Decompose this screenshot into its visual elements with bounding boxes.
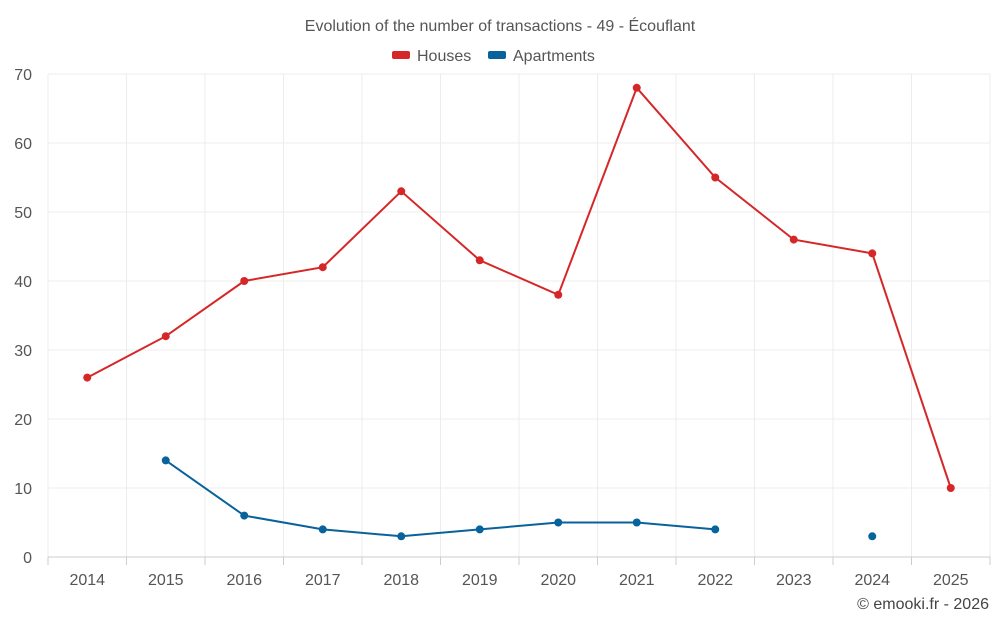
- data-point-houses-2024[interactable]: [868, 249, 877, 258]
- x-tick-label: 2016: [226, 572, 262, 589]
- series-layer: [83, 83, 955, 541]
- gridlines: [47, 73, 991, 557]
- chart-title: Evolution of the number of transactions …: [305, 16, 696, 35]
- series-line-houses: [86, 85, 952, 489]
- series-line-apartments: [165, 459, 716, 538]
- legend-swatch-houses: [392, 51, 410, 59]
- series-houses: [83, 83, 955, 492]
- y-tick-label: 20: [14, 412, 32, 429]
- y-tick-label: 60: [14, 136, 32, 153]
- legend-item-apartments[interactable]: Apartments: [488, 48, 595, 65]
- y-axis: 0 10 20 30 40 50 60 70: [14, 67, 32, 567]
- x-tick-label: 2020: [540, 572, 576, 589]
- legend-label-houses: Houses: [417, 48, 471, 65]
- data-point-houses-2015[interactable]: [161, 332, 170, 341]
- data-point-apartments-2016[interactable]: [240, 511, 249, 520]
- y-tick-label: 10: [14, 481, 32, 498]
- data-point-apartments-2020[interactable]: [554, 518, 563, 527]
- data-point-houses-2019[interactable]: [475, 256, 484, 265]
- data-point-houses-2014[interactable]: [83, 373, 92, 382]
- y-tick-label: 40: [14, 274, 32, 291]
- x-tick-label: 2025: [933, 572, 969, 589]
- data-point-houses-2016[interactable]: [240, 277, 249, 285]
- series-apartments: [161, 456, 877, 541]
- y-tick-label: 50: [14, 205, 32, 222]
- legend-item-houses[interactable]: Houses: [392, 48, 471, 65]
- legend: Houses Apartments: [392, 48, 595, 65]
- credit-text: © emooki.fr - 2026: [857, 596, 989, 613]
- x-tick-label: 2014: [69, 572, 105, 589]
- legend-label-apartments: Apartments: [513, 48, 595, 65]
- data-point-houses-2017[interactable]: [318, 263, 327, 272]
- data-point-houses-2025[interactable]: [946, 484, 955, 492]
- y-tick-label: 0: [23, 550, 32, 567]
- data-point-apartments-2019[interactable]: [475, 525, 484, 534]
- x-axis: 2014 2015 2016 2017 2018 2019 2020 2021 2022 2023…: [47, 556, 991, 589]
- data-point-houses-2023[interactable]: [789, 235, 798, 244]
- x-tick-label: 2018: [383, 572, 419, 589]
- y-tick-label: 30: [14, 343, 32, 360]
- x-tick-label: 2022: [697, 572, 733, 589]
- x-tick-label: 2017: [305, 572, 341, 589]
- data-point-houses-2022[interactable]: [711, 173, 720, 182]
- y-tick-label: 70: [14, 67, 32, 84]
- data-point-apartments-2017[interactable]: [318, 525, 327, 534]
- data-point-apartments-2018[interactable]: [397, 532, 406, 541]
- data-point-houses-2018[interactable]: [397, 187, 406, 196]
- data-point-apartments-2024[interactable]: [868, 532, 877, 541]
- x-tick-label: 2019: [462, 572, 498, 589]
- data-point-houses-2021[interactable]: [632, 83, 641, 92]
- data-point-apartments-2022[interactable]: [711, 525, 720, 534]
- data-point-houses-2020[interactable]: [554, 290, 563, 299]
- data-point-apartments-2015[interactable]: [161, 456, 170, 465]
- data-point-apartments-2021[interactable]: [632, 518, 641, 527]
- x-tick-label: 2024: [854, 572, 890, 589]
- x-tick-label: 2021: [619, 572, 655, 589]
- x-tick-label: 2015: [148, 572, 184, 589]
- legend-swatch-apartments: [488, 51, 506, 59]
- x-tick-label: 2023: [776, 572, 812, 589]
